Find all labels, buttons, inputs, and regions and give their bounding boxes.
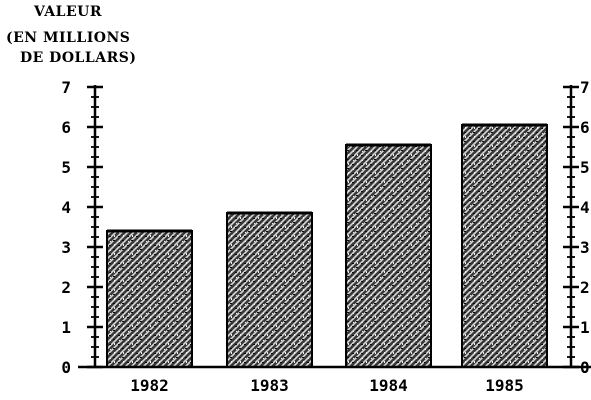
y-left-tick-label: 0 <box>61 358 71 377</box>
y-axis-title-line-3: DE DOLLARS) <box>20 50 137 66</box>
y-right-tick-label: 1 <box>580 318 590 337</box>
y-right-tick-label: 3 <box>580 238 590 257</box>
y-right-tick-label: 6 <box>580 118 590 137</box>
y-left-tick-label: 6 <box>61 118 71 137</box>
y-right-tick-label: 5 <box>580 158 590 177</box>
y-right-tick-label: 2 <box>580 278 590 297</box>
y-axis-title-line-1: VALEUR <box>34 4 102 20</box>
y-left-tick-label: 5 <box>61 158 71 177</box>
bar-texture-1984 <box>347 146 430 366</box>
x-tick-label-1985: 1985 <box>485 376 524 395</box>
y-left-tick-label: 4 <box>61 198 71 217</box>
y-right-tick-label: 7 <box>580 78 590 97</box>
y-left-tick-label: 2 <box>61 278 71 297</box>
y-left-tick-label: 1 <box>61 318 71 337</box>
y-axis-left: 0 1 2 3 4 5 6 7 <box>61 78 103 377</box>
x-axis: 1982 1983 1984 1985 <box>78 365 591 395</box>
y-left-tick-label: 7 <box>61 78 71 97</box>
x-tick-label-1982: 1982 <box>130 376 169 395</box>
y-left-tick-label: 3 <box>61 238 71 257</box>
bars <box>106 123 548 368</box>
bar-texture-1982 <box>108 232 191 366</box>
bar-texture-1985 <box>463 126 546 366</box>
y-right-tick-label: 4 <box>580 198 590 217</box>
x-tick-label-1983: 1983 <box>250 376 289 395</box>
y-axis-title-line-2: (EN MILLIONS <box>6 30 131 46</box>
x-tick-label-1984: 1984 <box>369 376 408 395</box>
bar-texture-1983 <box>228 214 311 366</box>
